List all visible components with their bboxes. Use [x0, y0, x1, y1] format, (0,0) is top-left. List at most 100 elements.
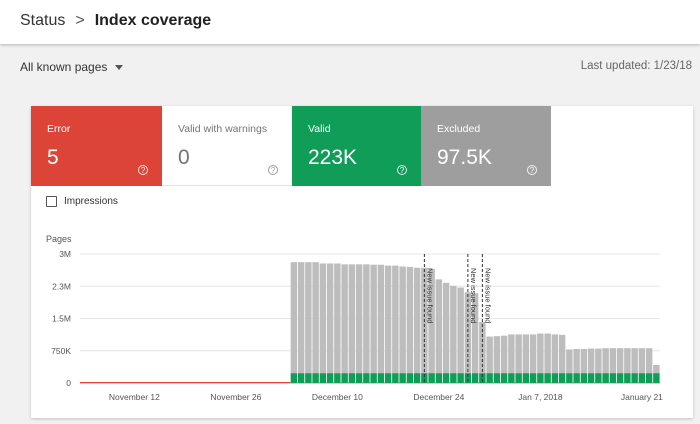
help-icon[interactable]: ?: [268, 165, 278, 175]
bar-excluded: [348, 264, 356, 374]
annotation-label: New issue found: [483, 268, 492, 323]
bar-valid: [653, 373, 660, 383]
bar-valid: [297, 373, 305, 383]
bar-valid: [529, 373, 537, 383]
bar-valid: [493, 373, 501, 383]
error-tile-label: Error: [47, 123, 71, 135]
bar-valid: [450, 373, 457, 383]
bar-excluded: [573, 349, 580, 374]
y-tick-label: 3M: [59, 249, 71, 259]
error-tile[interactable]: Error 5 ?: [31, 106, 162, 186]
bar-valid: [515, 373, 522, 383]
bar-valid: [573, 373, 580, 383]
help-icon[interactable]: ?: [397, 165, 407, 175]
bar-valid: [435, 373, 443, 383]
bar-excluded: [645, 348, 653, 374]
x-tick-label: November 26: [210, 392, 261, 402]
bar-valid: [645, 373, 653, 383]
x-tick-label: Jan 7, 2018: [518, 392, 563, 402]
valid-tile-label: Valid: [308, 123, 331, 135]
bar-excluded: [326, 263, 334, 374]
bar-valid: [616, 373, 624, 383]
bar-valid: [384, 373, 392, 383]
impressions-label: Impressions: [64, 196, 118, 208]
bar-excluded: [428, 269, 435, 374]
bar-valid: [334, 373, 341, 383]
bar-valid: [508, 373, 515, 383]
bar-excluded: [297, 262, 305, 374]
pages-filter-dropdown[interactable]: All known pages: [20, 60, 124, 74]
valid-tile[interactable]: Valid 223K ?: [292, 106, 421, 186]
breadcrumb: Status > Index coverage: [20, 12, 211, 30]
impressions-checkbox[interactable]: [46, 196, 57, 207]
pages-filter-label: All known pages: [20, 60, 108, 74]
page-title: Index coverage: [94, 12, 212, 29]
bar-valid: [580, 373, 588, 383]
bar-excluded: [602, 348, 609, 374]
bar-valid: [486, 373, 493, 383]
bar-valid: [363, 373, 370, 383]
warnings-tile[interactable]: Valid with warnings 0 ?: [162, 106, 292, 186]
bar-valid: [370, 373, 377, 383]
bar-valid: [413, 373, 421, 383]
bar-valid: [442, 373, 450, 383]
annotation-label: New issue found: [425, 268, 434, 323]
bar-excluded: [471, 293, 479, 374]
bar-valid: [479, 373, 486, 383]
bar-valid: [631, 373, 638, 383]
bar-excluded: [305, 262, 312, 374]
bar-excluded: [413, 267, 421, 374]
bar-excluded: [616, 348, 624, 374]
x-tick-label: December 10: [312, 392, 363, 402]
coverage-card: Error 5 ? Valid with warnings 0 ? Valid …: [31, 106, 693, 418]
bar-valid: [544, 373, 551, 383]
bar-valid: [421, 373, 428, 383]
bar-excluded: [457, 287, 464, 374]
y-axis-label: Pages: [46, 234, 72, 244]
bar-valid: [348, 373, 356, 383]
bar-excluded: [435, 279, 443, 374]
bar-valid: [595, 373, 602, 383]
bar-excluded: [529, 334, 537, 374]
bar-valid: [624, 373, 631, 383]
bar-excluded: [624, 348, 631, 374]
breadcrumb-status-link[interactable]: Status: [20, 12, 66, 29]
bar-valid: [602, 373, 609, 383]
bar-valid: [341, 373, 348, 383]
bar-valid: [471, 373, 479, 383]
bar-excluded: [370, 264, 377, 374]
help-icon[interactable]: ?: [527, 165, 537, 175]
bar-excluded: [609, 348, 617, 374]
excluded-tile[interactable]: Excluded 97.5K ?: [421, 106, 551, 186]
bar-excluded: [399, 266, 406, 374]
bar-excluded: [486, 336, 493, 374]
bar-excluded: [355, 264, 363, 374]
bar-valid: [638, 373, 646, 383]
annotation-label: New issue found: [469, 268, 478, 323]
bar-excluded: [631, 348, 638, 374]
bar-excluded: [558, 334, 566, 374]
bar-excluded: [363, 264, 370, 374]
y-tick-label: 750K: [51, 346, 71, 356]
bar-excluded: [392, 265, 399, 374]
bar-excluded: [493, 336, 501, 374]
caret-down-icon: [115, 65, 124, 71]
bar-excluded: [580, 349, 588, 374]
bar-excluded: [334, 263, 341, 374]
error-tile-value: 5: [47, 146, 59, 169]
bar-excluded: [290, 262, 298, 374]
y-tick-label: 2.3M: [52, 281, 71, 291]
x-tick-label: November 12: [109, 392, 160, 402]
help-icon[interactable]: ?: [138, 165, 148, 175]
bar-excluded: [450, 285, 457, 374]
bar-valid: [457, 373, 464, 383]
bar-excluded: [566, 349, 573, 374]
bar-valid: [428, 373, 435, 383]
bar-valid: [290, 373, 298, 383]
bar-valid: [392, 373, 399, 383]
bar-excluded: [406, 266, 414, 374]
warnings-tile-value: 0: [178, 146, 190, 169]
x-tick-label: December 24: [413, 392, 464, 402]
impressions-toggle[interactable]: Impressions: [46, 196, 118, 207]
bar-valid: [522, 373, 530, 383]
